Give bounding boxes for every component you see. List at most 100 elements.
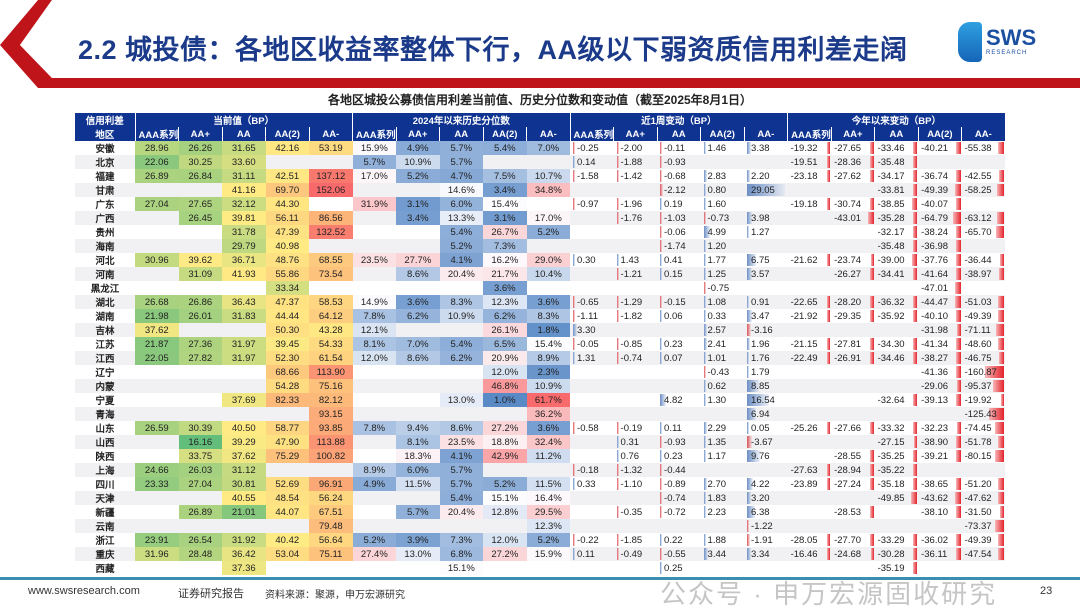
percentile-cell (439, 519, 484, 533)
current-value-cell: 47.90 (265, 435, 309, 449)
wk-value: -0.97 (577, 198, 599, 210)
week-change-cell: 0.23 (657, 337, 701, 351)
cur-value: 36.42 (231, 548, 256, 560)
ytd-change-cell (875, 505, 919, 519)
ytd-change-cell: -35.19 (875, 561, 919, 575)
wk-value: 3.47 (751, 310, 770, 322)
current-value-cell (309, 155, 353, 169)
week-change-cell: 0.62 (700, 379, 745, 393)
week-change-bar (660, 156, 663, 168)
pct-value: 29.0% (534, 254, 562, 266)
rating-header: AAA系列 (787, 127, 832, 141)
ytd-value: -51.78 (964, 436, 992, 448)
week-change-cell (744, 281, 788, 295)
pct-value: 5.7% (450, 142, 473, 154)
ytd-change-bar (868, 212, 874, 224)
pct-value: 36.2% (534, 408, 562, 420)
footer-url[interactable]: www.swsresearch.com (28, 585, 140, 597)
ytd-value: -80.15 (964, 450, 992, 462)
week-change-cell: 1.20 (700, 239, 745, 253)
ytd-value: -64.79 (921, 212, 949, 224)
percentile-cell (352, 435, 397, 449)
table-row: 安徽 28.96 26.26 31.65 42.16 53.19 15.9% 4.9% 5.7%… (75, 141, 1005, 155)
ytd-change-bar (956, 324, 961, 336)
pct-value: 6.0% (406, 464, 429, 476)
ytd-value: -73.37 (964, 520, 992, 532)
ytd-value: -74.45 (964, 422, 992, 434)
ytd-change-bar (870, 338, 874, 350)
ytd-change-cell: -80.15 (962, 449, 1006, 463)
week-change-bar (573, 352, 576, 364)
ytd-change-cell (831, 379, 875, 393)
ytd-change-bar (995, 520, 1005, 532)
wk-value: 0.91 (751, 296, 770, 308)
week-change-cell: 1.76 (744, 351, 788, 365)
ytd-value: -21.62 (790, 254, 818, 266)
cur-value: 69.70 (275, 184, 300, 196)
ytd-change-cell: -51.78 (961, 435, 1006, 449)
cur-value: 39.45 (275, 338, 300, 350)
week-change-bar (573, 338, 576, 350)
region-cell: 河北 (95, 256, 115, 267)
ytd-value: -19.18 (790, 198, 818, 210)
wk-value: 1.83 (707, 492, 727, 504)
current-value-cell: 54.33 (309, 337, 353, 351)
current-value-cell (265, 155, 309, 169)
pct-value: 10.4% (534, 268, 562, 280)
ytd-change-cell (962, 561, 1006, 575)
ytd-change-bar (997, 184, 1005, 196)
ytd-change-bar (870, 254, 874, 266)
current-value-cell (178, 491, 222, 505)
current-value-cell: 48.76 (265, 253, 309, 267)
ytd-change-cell: -34.30 (875, 337, 919, 351)
current-value-cell (265, 519, 309, 533)
week-change-bar (660, 142, 663, 154)
week-change-bar (703, 506, 707, 518)
week-change-bar (747, 184, 785, 196)
ytd-value: -34.41 (877, 268, 905, 280)
ytd-value: -36.98 (921, 240, 949, 252)
percentile-cell: 4.7% (439, 169, 484, 183)
week-change-cell: -0.49 (613, 547, 658, 561)
ytd-change-bar (827, 310, 831, 322)
percentile-cell (396, 183, 440, 197)
percentile-cell: 16.4% (526, 491, 571, 505)
percentile-cell: 5.4% (483, 141, 527, 155)
cur-value: 31.12 (231, 464, 256, 476)
ytd-value: -24.68 (834, 548, 862, 560)
cur-value: 44.07 (275, 506, 300, 518)
percentile-cell: 5.2% (483, 477, 527, 491)
ytd-value: -32.64 (877, 394, 905, 406)
week-change-bar (703, 380, 706, 392)
pct-value: 18.3% (404, 450, 432, 462)
week-change-cell (570, 267, 614, 281)
wk-value: 0.25 (664, 562, 683, 574)
current-value-cell: 61.54 (309, 351, 353, 365)
ytd-change-cell: -43.62 (918, 491, 962, 505)
current-value-cell (135, 519, 179, 533)
cur-value: 53.19 (318, 142, 343, 154)
pct-value: 7.8% (363, 310, 386, 322)
ytd-change-cell (787, 323, 832, 337)
week-change-cell: 2.41 (701, 337, 745, 351)
ytd-change-cell: -33.32 (875, 421, 919, 435)
cur-value: 47.37 (275, 296, 300, 308)
table-row: 广东 27.04 27.65 32.12 44.30 31.9% 3.1% 6.0% 15.4%… (75, 197, 1005, 211)
wk-value: -0.75 (707, 282, 730, 294)
cur-value: 22.05 (144, 352, 169, 364)
ytd-change-bar (912, 464, 918, 476)
pct-value: 5.7% (450, 464, 473, 476)
current-value-cell (135, 225, 179, 239)
pct-value: 23.5% (360, 254, 388, 266)
percentile-cell: 1.0% (483, 393, 527, 407)
region-cell: 重庆 (75, 547, 135, 561)
percentile-cell: 7.8% (352, 309, 397, 323)
wk-value: -0.93 (664, 156, 686, 168)
week-change-cell: -0.25 (570, 141, 614, 155)
pct-value: 6.5% (493, 338, 516, 350)
cur-value: 37.36 (231, 562, 256, 574)
pct-value: 5.2% (450, 240, 473, 252)
ytd-change-cell: -35.48 (874, 239, 919, 253)
week-change-cell: 1.01 (700, 351, 745, 365)
pct-value: 1.8% (537, 324, 560, 336)
